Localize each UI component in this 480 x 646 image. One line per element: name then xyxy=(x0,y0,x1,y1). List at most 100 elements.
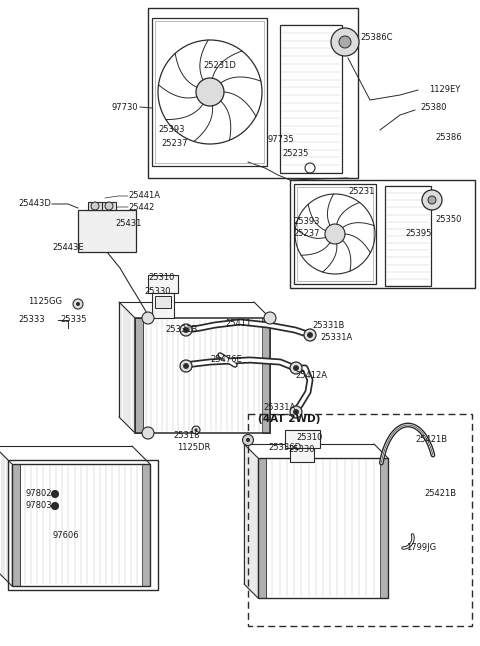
Text: 25331B: 25331B xyxy=(312,320,344,329)
Bar xyxy=(88,202,102,210)
Text: 25431: 25431 xyxy=(115,220,142,229)
Bar xyxy=(152,18,267,166)
Text: 25411: 25411 xyxy=(225,318,251,328)
Bar xyxy=(290,448,314,462)
Text: 25386C: 25386C xyxy=(360,34,393,43)
Bar xyxy=(290,180,475,288)
Circle shape xyxy=(183,364,189,368)
Text: 25237: 25237 xyxy=(161,138,188,147)
Bar xyxy=(285,430,320,448)
Bar xyxy=(78,210,136,252)
Circle shape xyxy=(51,490,59,497)
Circle shape xyxy=(192,426,200,434)
Text: 25318: 25318 xyxy=(173,432,200,441)
Text: 1125DR: 1125DR xyxy=(177,444,210,452)
Bar xyxy=(258,458,266,598)
Bar xyxy=(280,25,342,173)
Text: 25336D: 25336D xyxy=(268,444,301,452)
Text: 25386: 25386 xyxy=(435,134,462,143)
Text: 25412A: 25412A xyxy=(295,371,327,379)
Bar xyxy=(142,464,150,586)
Bar xyxy=(12,464,20,586)
Bar xyxy=(135,318,143,433)
Circle shape xyxy=(264,312,276,324)
Circle shape xyxy=(194,428,197,432)
Text: 25421B: 25421B xyxy=(415,435,447,444)
Text: 25441A: 25441A xyxy=(128,191,160,200)
Text: 25237: 25237 xyxy=(293,229,320,238)
Circle shape xyxy=(180,360,192,372)
Text: 25442: 25442 xyxy=(128,202,154,211)
Text: 25393: 25393 xyxy=(293,218,320,227)
Text: 97730: 97730 xyxy=(111,103,138,112)
Text: (4AT 2WD): (4AT 2WD) xyxy=(258,414,320,424)
Bar xyxy=(385,186,431,286)
Text: 25350: 25350 xyxy=(435,216,461,225)
Bar xyxy=(294,184,376,284)
Bar xyxy=(155,21,264,163)
Bar xyxy=(135,318,143,433)
Circle shape xyxy=(196,78,224,106)
Bar xyxy=(380,458,388,598)
Circle shape xyxy=(51,503,59,510)
Bar xyxy=(297,187,373,281)
Circle shape xyxy=(290,362,302,374)
Circle shape xyxy=(293,410,299,415)
Circle shape xyxy=(339,36,351,48)
Circle shape xyxy=(293,366,299,371)
Bar xyxy=(152,293,174,318)
Circle shape xyxy=(422,190,442,210)
Text: 25310: 25310 xyxy=(149,273,175,282)
Text: 25380: 25380 xyxy=(420,103,446,112)
Text: 25235: 25235 xyxy=(282,149,308,158)
Text: 25476E: 25476E xyxy=(210,355,242,364)
Bar xyxy=(148,275,178,293)
Text: 25231D: 25231D xyxy=(204,61,237,70)
Circle shape xyxy=(183,328,189,333)
Text: 25310: 25310 xyxy=(297,433,323,441)
Bar xyxy=(248,414,472,626)
Bar xyxy=(12,464,150,586)
Text: 25395: 25395 xyxy=(405,229,432,238)
Bar xyxy=(12,464,20,586)
Bar xyxy=(135,318,270,433)
Text: 25333: 25333 xyxy=(18,315,45,324)
Text: 97802: 97802 xyxy=(25,490,52,499)
Circle shape xyxy=(304,329,316,341)
Circle shape xyxy=(325,224,345,244)
Text: 25231: 25231 xyxy=(348,187,374,196)
Bar xyxy=(8,460,158,590)
Text: 97803: 97803 xyxy=(25,501,52,510)
Circle shape xyxy=(142,427,154,439)
Circle shape xyxy=(242,435,253,446)
Text: 1129EY: 1129EY xyxy=(429,85,460,94)
Text: 25443D: 25443D xyxy=(18,200,51,209)
Circle shape xyxy=(331,28,359,56)
Text: 97606: 97606 xyxy=(53,530,79,539)
Circle shape xyxy=(73,299,83,309)
Bar xyxy=(102,202,116,210)
Bar xyxy=(258,458,388,598)
Text: 97735: 97735 xyxy=(268,136,295,145)
Circle shape xyxy=(91,202,99,210)
Text: 25443E: 25443E xyxy=(52,242,84,251)
Text: 25421B: 25421B xyxy=(424,490,456,499)
Circle shape xyxy=(105,202,113,210)
Circle shape xyxy=(246,438,250,442)
Text: 1125GG: 1125GG xyxy=(28,298,62,306)
Bar xyxy=(258,458,266,598)
Text: 25331B: 25331B xyxy=(166,326,198,335)
Bar xyxy=(148,8,358,178)
Text: 1799JG: 1799JG xyxy=(406,543,436,552)
Circle shape xyxy=(180,324,192,336)
Text: 25330: 25330 xyxy=(289,444,315,453)
Text: 25331A: 25331A xyxy=(320,333,352,342)
Text: 25393: 25393 xyxy=(158,125,185,134)
Text: 25331A: 25331A xyxy=(263,404,295,413)
Bar xyxy=(155,296,171,308)
Text: 25335: 25335 xyxy=(60,315,86,324)
Circle shape xyxy=(76,302,80,306)
Circle shape xyxy=(308,333,312,337)
Circle shape xyxy=(142,312,154,324)
Bar xyxy=(262,318,270,433)
